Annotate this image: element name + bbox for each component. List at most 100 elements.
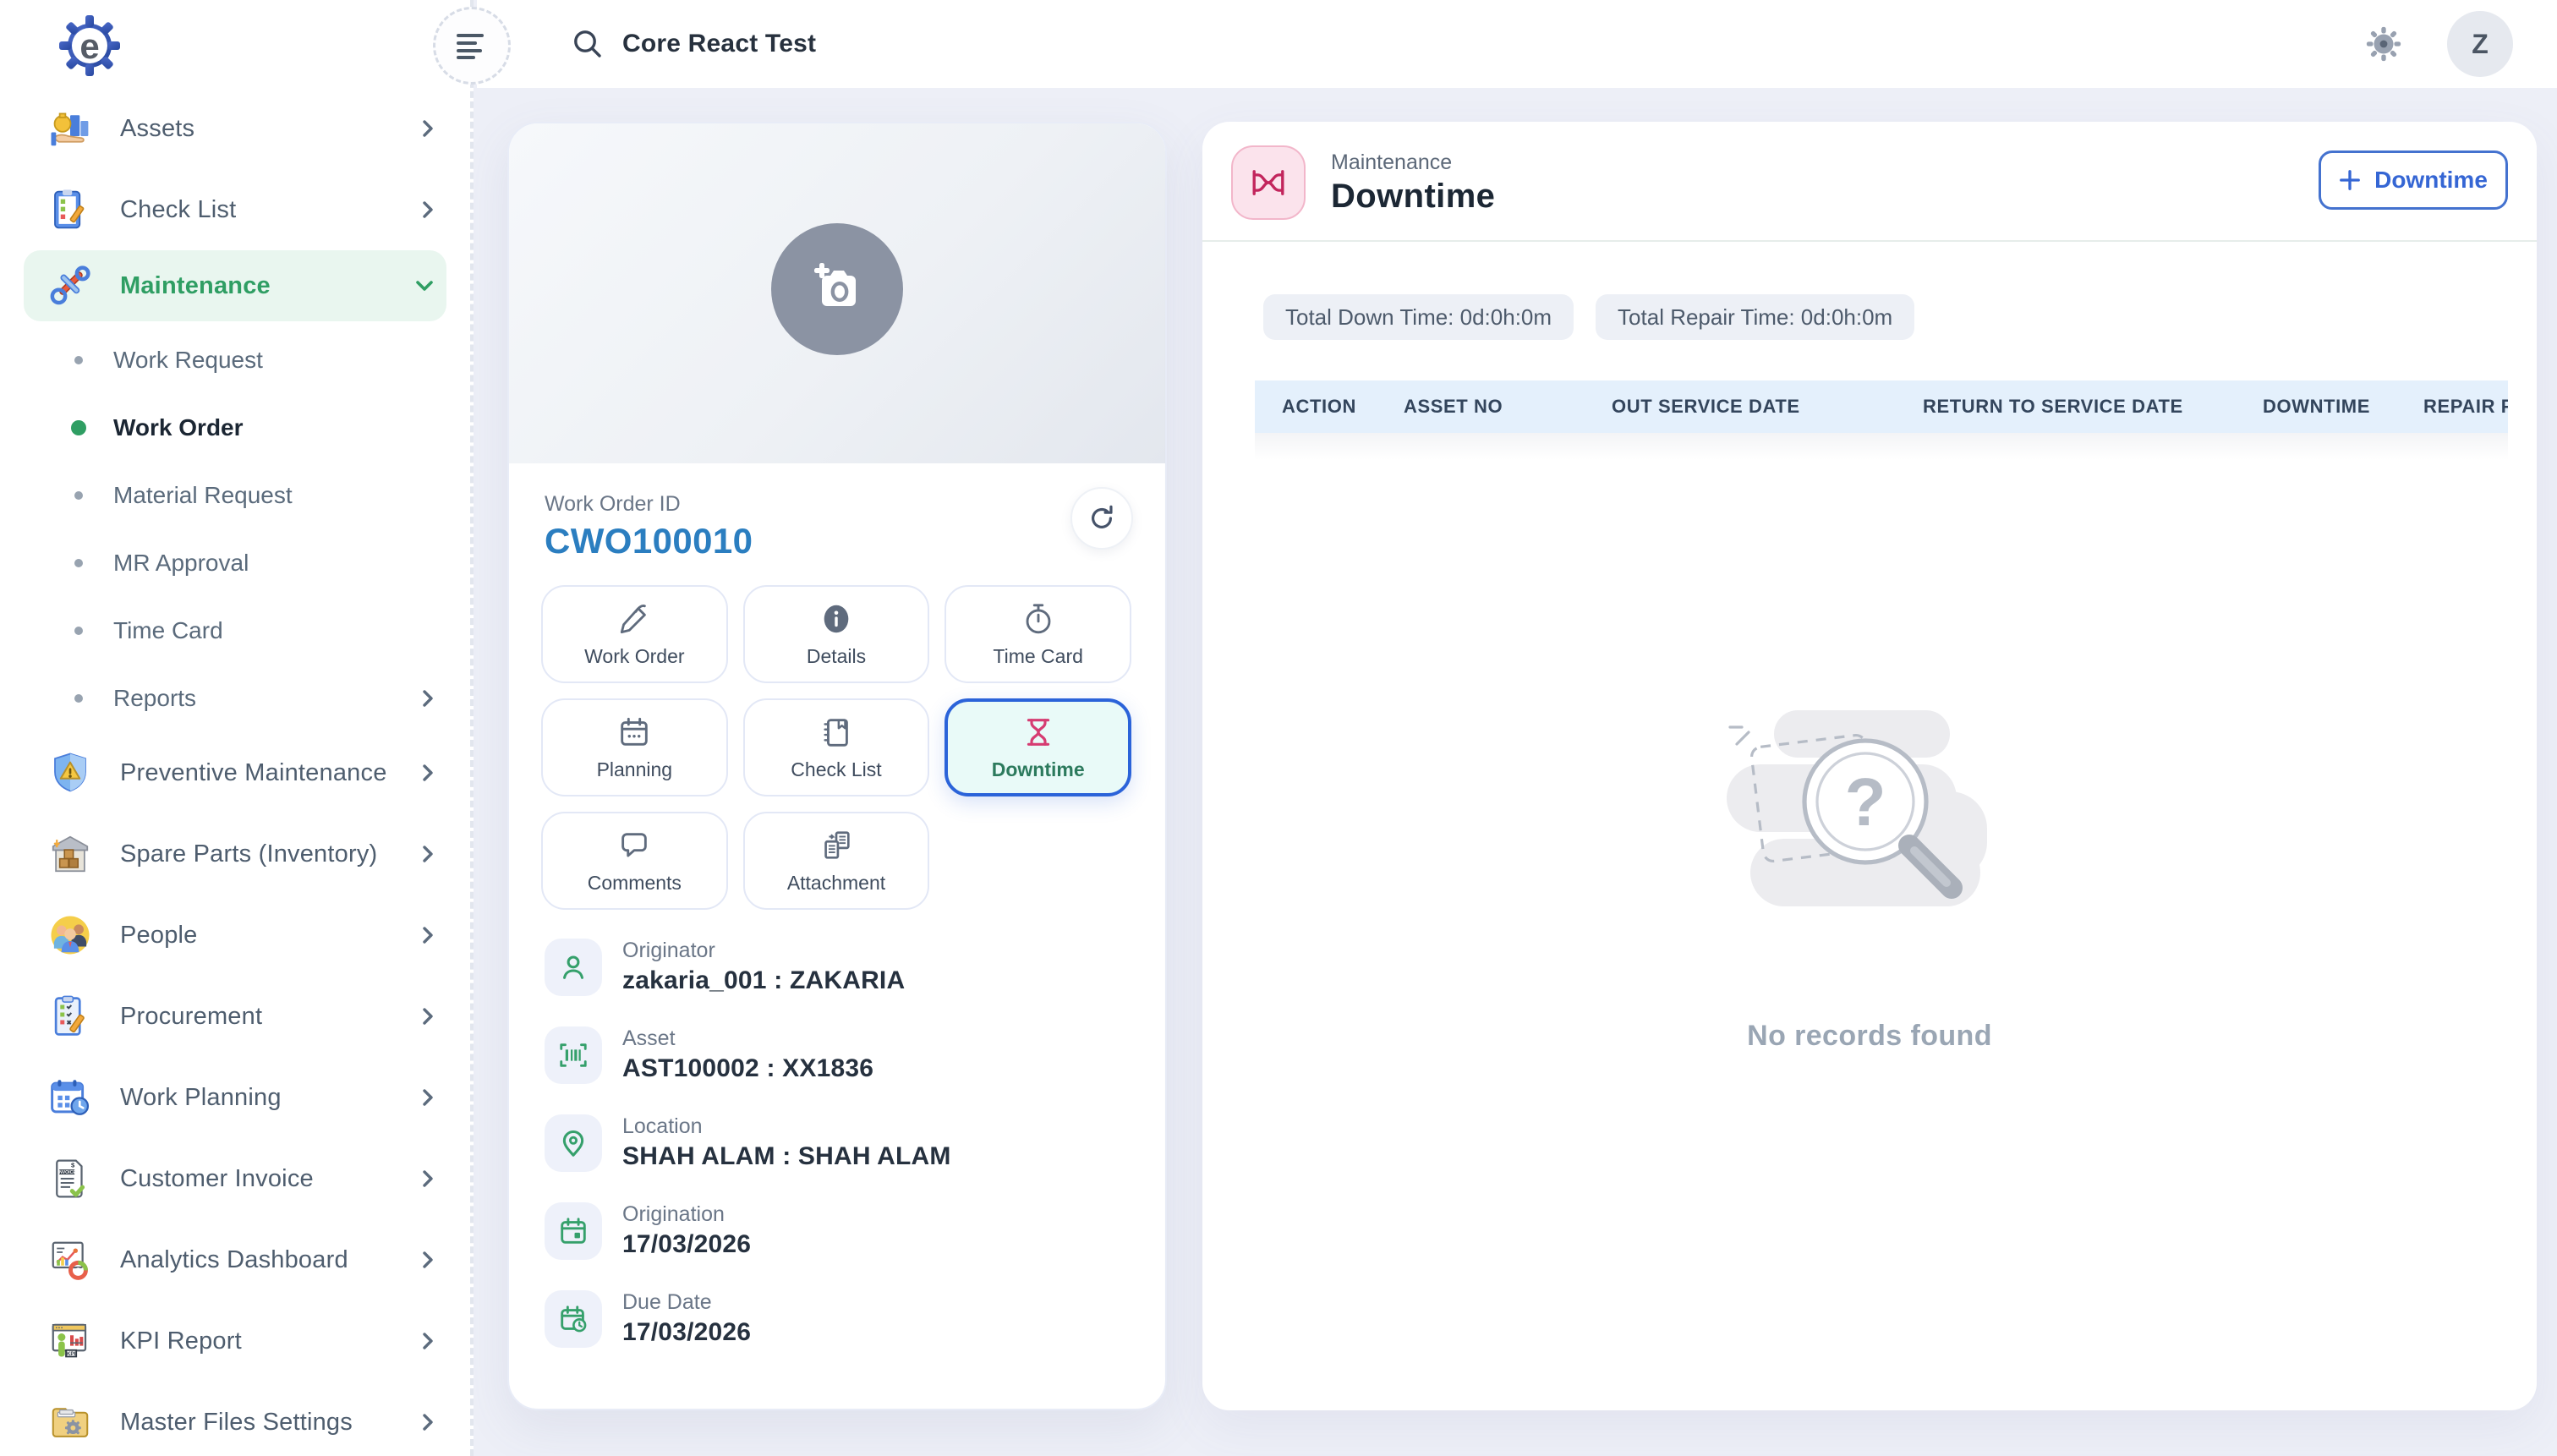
field-label: Asset [622, 1026, 676, 1050]
sidebar-item-work-request[interactable]: Work Request [0, 326, 470, 394]
people-icon [47, 912, 93, 958]
hourglass-icon [1027, 718, 1049, 746]
settings-gear-icon[interactable] [2364, 25, 2403, 63]
tab-time-card[interactable]: Time Card [945, 585, 1131, 683]
empty-state-message: No records found [1747, 1020, 1992, 1052]
column-header-return-to-service-date[interactable]: RETURN TO SERVICE DATE [1923, 396, 2183, 417]
map-pin-icon [545, 1114, 602, 1172]
chevron-right-icon [416, 1167, 440, 1191]
calendar-icon [621, 717, 649, 746]
maintenance-icon [47, 263, 93, 309]
field-origination: Origination 17/03/2026 [545, 1202, 1130, 1260]
search-icon [572, 28, 604, 60]
field-value: AST100002 : XX1836 [622, 1054, 874, 1082]
field-originator: Originator zakaria_001 : ZAKARIA [545, 939, 1130, 996]
svg-text:INVOICE: INVOICE [58, 1170, 77, 1175]
field-asset: Asset AST100002 : XX1836 [545, 1026, 1130, 1084]
check-list-icon [47, 187, 93, 233]
downtime-header-icon [1231, 145, 1306, 220]
sidebar-item-label: MR Approval [113, 550, 249, 576]
sidebar-item-check-list[interactable]: Check List [0, 169, 470, 250]
tab-details[interactable]: Details [742, 585, 930, 683]
add-photo-button[interactable] [771, 223, 903, 355]
field-label: Originator [622, 939, 715, 962]
hourglass-icon [1252, 170, 1284, 195]
tab-check-list[interactable]: Check List [742, 698, 930, 796]
search-input[interactable]: Core React Test [622, 30, 817, 57]
column-header-asset-no[interactable]: ASSET NO [1404, 396, 1503, 417]
sidebar-item-label: Assets [120, 114, 195, 142]
field-value: 17/03/2026 [622, 1230, 752, 1258]
sidebar-item-mr-approval[interactable]: MR Approval [0, 529, 470, 597]
sidebar-item-maintenance[interactable]: Maintenance [24, 250, 446, 321]
tab-label: Time Card [993, 644, 1083, 667]
total-repair-time-badge: Total Repair Time: 0d:0h:0m [1596, 294, 1915, 340]
tab-comments[interactable]: Comments [541, 812, 728, 910]
bullet-icon [74, 491, 83, 500]
column-header-action[interactable]: ACTION [1282, 396, 1356, 417]
sidebar-nav: Assets Check List Maintenance Work Reque… [0, 88, 470, 1456]
sidebar-item-analytics-dashboard[interactable]: Analytics Dashboard [0, 1219, 470, 1300]
global-search[interactable]: Core React Test [572, 0, 816, 88]
tab-attachment[interactable]: Attachment [742, 812, 930, 910]
sidebar-item-spare-parts[interactable]: Spare Parts (Inventory) [0, 813, 470, 895]
chevron-right-icon [416, 1004, 440, 1028]
topbar-actions: Z [2364, 0, 2513, 88]
sidebar-item-kpi-report[interactable]: KPI KPI Report [0, 1300, 470, 1382]
svg-text:e: e [79, 26, 99, 66]
user-avatar[interactable]: Z [2447, 11, 2513, 77]
sidebar-item-procurement[interactable]: Procurement [0, 976, 470, 1057]
chevron-right-icon [416, 1410, 440, 1434]
avatar-initial: Z [2472, 28, 2489, 59]
sidebar-item-label: Analytics Dashboard [120, 1245, 348, 1273]
tab-label: Planning [596, 758, 673, 780]
sidebar-item-label: Procurement [120, 1002, 263, 1030]
calendar-icon [545, 1202, 602, 1260]
camera-plus-icon [814, 263, 856, 306]
preventive-maintenance-icon [47, 750, 93, 796]
table-header-shadow [1255, 433, 2508, 460]
column-header-out-service-date[interactable]: OUT SERVICE DATE [1612, 396, 1800, 417]
comments-icon [621, 832, 648, 857]
sidebar-item-label: Check List [120, 195, 237, 223]
tab-planning[interactable]: Planning [541, 698, 728, 796]
header-divider [1202, 240, 2537, 242]
sidebar-item-reports[interactable]: Reports [0, 665, 470, 732]
work-planning-icon [47, 1075, 93, 1120]
sidebar-item-master-files-settings[interactable]: Master Files Settings [0, 1382, 470, 1456]
column-header-repair-from[interactable]: REPAIR FRO [2423, 396, 2508, 417]
work-order-tabs: Work Order Details Time Card Planning Ch… [541, 585, 1131, 910]
sidebar-toggle-button[interactable] [433, 7, 511, 85]
sidebar-item-customer-invoice[interactable]: INVOICE $ Customer Invoice [0, 1138, 470, 1219]
chevron-right-icon [416, 1086, 440, 1109]
sidebar-item-work-order[interactable]: Work Order [0, 394, 470, 462]
barcode-icon [545, 1026, 602, 1084]
field-label: Origination [622, 1202, 725, 1226]
field-due-date: Due Date 17/03/2026 [545, 1290, 1130, 1348]
sidebar-item-label: Maintenance [120, 271, 271, 299]
bullet-icon [74, 627, 83, 635]
sidebar-item-people[interactable]: People [0, 895, 470, 976]
summary-badges: Total Down Time: 0d:0h:0m Total Repair T… [1263, 294, 1915, 340]
field-label: Location [622, 1114, 703, 1138]
master-files-settings-icon [47, 1399, 93, 1445]
sidebar-item-work-planning[interactable]: Work Planning [0, 1057, 470, 1138]
app-logo-icon[interactable]: e [56, 12, 123, 79]
analytics-dashboard-icon [47, 1237, 93, 1283]
refresh-button[interactable] [1070, 487, 1133, 550]
work-order-id-value: CWO100010 [545, 521, 753, 561]
sidebar-item-preventive-maintenance[interactable]: Preventive Maintenance [0, 732, 470, 813]
bullet-icon [74, 694, 83, 703]
field-value: 17/03/2026 [622, 1318, 752, 1346]
sidebar-item-material-request[interactable]: Material Request [0, 462, 470, 529]
sidebar-item-time-card[interactable]: Time Card [0, 597, 470, 665]
sidebar-item-label: Customer Invoice [120, 1164, 314, 1192]
tab-work-order[interactable]: Work Order [541, 585, 728, 683]
sidebar-item-label: Spare Parts (Inventory) [120, 840, 378, 868]
sidebar-item-label: Work Planning [120, 1083, 282, 1111]
add-downtime-button[interactable]: Downtime [2319, 151, 2508, 210]
tab-downtime[interactable]: Downtime [945, 698, 1131, 796]
column-header-downtime[interactable]: DOWNTIME [2263, 396, 2371, 417]
sidebar-item-assets[interactable]: Assets [0, 88, 470, 169]
sidebar: e Assets Check List Maintenance Work Req… [0, 0, 474, 1456]
